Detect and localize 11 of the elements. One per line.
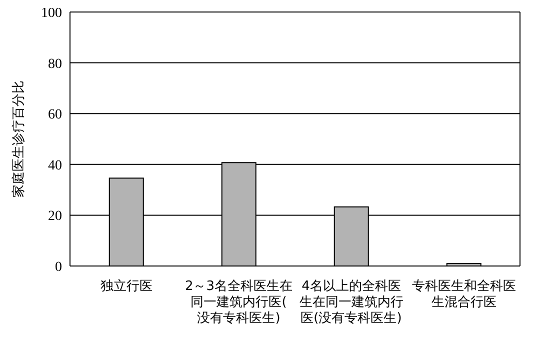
y-tick-label: 40 xyxy=(48,158,62,174)
y-tick-label: 20 xyxy=(48,209,62,224)
x-tick-label: 独立行医 xyxy=(100,278,152,294)
x-tick-label: 2～3名全科医生在同一建筑内行医(没有专科医生) xyxy=(184,279,293,326)
y-tick-label: 100 xyxy=(41,6,62,21)
y-tick-label: 80 xyxy=(48,56,62,72)
y-tick-label: 0 xyxy=(55,260,62,275)
y-tick-label: 60 xyxy=(48,108,62,123)
y-axis-title: 家庭医生诊疗百分比 xyxy=(10,80,27,198)
x-tick-label: 专科医生和全科医生混合行医 xyxy=(412,279,516,310)
x-tick-label: 4名以上的全科医生在同一建筑内行医(没有专科医生) xyxy=(299,279,404,326)
